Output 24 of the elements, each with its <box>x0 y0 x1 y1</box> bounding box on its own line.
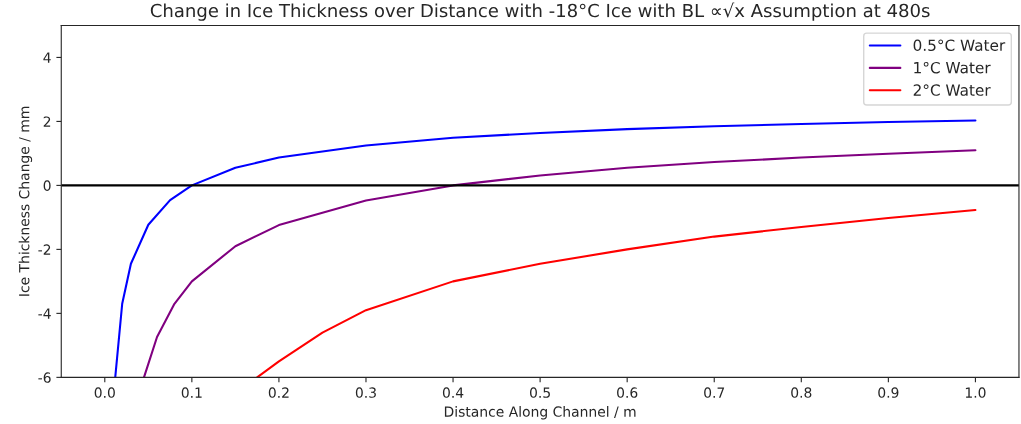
x-tick-label: 0.0 <box>94 387 115 398</box>
y-tick-label: -6 <box>38 372 51 383</box>
x-tick-label: 0.8 <box>791 387 812 398</box>
chart-title: Change in Ice Thickness over Distance with -18°C Ice with BL ∝√x Assumption at 480s <box>150 2 930 21</box>
x-tick-label: 0.7 <box>704 387 725 398</box>
y-tick-label: -4 <box>38 308 51 319</box>
x-tick-label: 0.4 <box>442 387 464 398</box>
y-axis-title: Ice Thickness Change / mm <box>18 106 33 296</box>
y-tick-label: 0 <box>43 180 51 191</box>
legend-label: 0.5°C Water <box>913 39 1006 52</box>
x-tick-label: 1.0 <box>965 387 986 398</box>
x-axis-title: Distance Along Channel / m <box>444 406 636 420</box>
x-tick-label: 0.9 <box>878 387 899 398</box>
x-tick-label: 0.1 <box>181 387 202 398</box>
y-tick-label: 4 <box>43 52 51 63</box>
legend-label: 2°C Water <box>913 84 991 96</box>
y-tick-label: 2 <box>43 116 51 127</box>
x-tick-label: 0.2 <box>268 387 289 398</box>
y-tick-label: -2 <box>38 244 51 255</box>
legend-label: 1°C Water <box>914 61 991 74</box>
x-tick-label: 0.5 <box>529 387 550 398</box>
x-tick-label: 0.3 <box>355 387 376 398</box>
x-tick-label: 0.6 <box>617 387 638 398</box>
line-series <box>256 209 977 378</box>
